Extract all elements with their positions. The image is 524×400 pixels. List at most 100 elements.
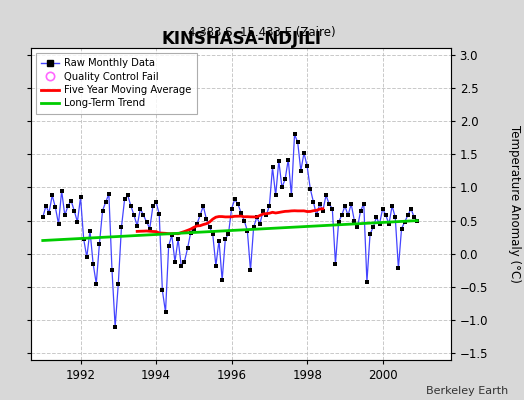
Point [64, 203, 72, 209]
Point [215, 237, 223, 244]
Point [293, 139, 302, 146]
Point [297, 168, 305, 174]
Point [124, 192, 132, 198]
Point [344, 212, 352, 218]
Point [306, 186, 314, 192]
Point [227, 206, 236, 212]
Point [363, 278, 371, 285]
Point [80, 236, 88, 242]
Point [193, 221, 201, 227]
Point [259, 208, 267, 214]
Point [265, 203, 274, 209]
Point [234, 201, 242, 207]
Point [347, 201, 355, 207]
Point [221, 236, 230, 242]
Point [290, 131, 299, 138]
Point [218, 277, 226, 284]
Point [356, 208, 365, 214]
Point [394, 265, 402, 272]
Point [303, 163, 311, 169]
Point [249, 224, 258, 230]
Point [136, 206, 145, 212]
Point [275, 158, 283, 164]
Point [121, 196, 129, 202]
Point [256, 221, 264, 227]
Point [400, 219, 409, 225]
Point [240, 217, 248, 224]
Point [262, 212, 270, 218]
Point [42, 203, 50, 209]
Point [388, 203, 396, 209]
Point [337, 212, 346, 218]
Point [77, 194, 85, 200]
Point [168, 232, 176, 238]
Point [196, 212, 204, 218]
Point [205, 224, 214, 230]
Y-axis label: Temperature Anomaly (°C): Temperature Anomaly (°C) [508, 125, 521, 283]
Point [95, 241, 104, 247]
Point [300, 150, 308, 156]
Point [161, 309, 170, 316]
Point [268, 164, 277, 171]
Point [58, 188, 66, 194]
Point [61, 212, 69, 218]
Point [237, 210, 245, 216]
Point [114, 280, 123, 287]
Point [187, 229, 195, 236]
Point [309, 199, 318, 205]
Point [372, 214, 380, 220]
Point [146, 225, 154, 232]
Point [391, 214, 399, 220]
Point [54, 221, 63, 227]
Point [149, 203, 157, 209]
Point [369, 224, 377, 230]
Point [385, 221, 393, 227]
Point [48, 192, 57, 198]
Point [152, 199, 160, 205]
Point [202, 216, 211, 222]
Point [102, 199, 110, 205]
Point [281, 176, 289, 183]
Point [403, 212, 412, 218]
Point [325, 201, 333, 207]
Point [359, 201, 368, 207]
Point [407, 206, 415, 212]
Point [105, 191, 113, 197]
Point [271, 192, 280, 198]
Point [413, 217, 421, 224]
Point [331, 260, 340, 267]
Point [378, 206, 387, 212]
Text: 4.383 S, 15.433 E (Zaire): 4.383 S, 15.433 E (Zaire) [188, 26, 336, 39]
Point [180, 258, 189, 265]
Point [284, 156, 292, 163]
Point [165, 243, 173, 249]
Point [86, 227, 94, 234]
Point [51, 204, 60, 210]
Point [328, 206, 336, 212]
Point [130, 212, 138, 218]
Legend: Raw Monthly Data, Quality Control Fail, Five Year Moving Average, Long-Term Tren: Raw Monthly Data, Quality Control Fail, … [37, 53, 197, 114]
Point [243, 227, 252, 234]
Point [67, 198, 75, 204]
Point [183, 245, 192, 252]
Point [111, 324, 119, 330]
Point [209, 231, 217, 237]
Point [139, 212, 148, 218]
Point [341, 203, 349, 209]
Point [39, 214, 47, 220]
Point [224, 231, 233, 237]
Point [133, 223, 141, 229]
Point [397, 225, 406, 232]
Point [99, 208, 107, 214]
Point [334, 219, 343, 225]
Point [108, 267, 116, 274]
Point [117, 224, 126, 230]
Point [174, 236, 182, 242]
Point [312, 212, 321, 218]
Point [410, 214, 418, 220]
Point [375, 221, 384, 227]
Point [350, 217, 358, 224]
Point [127, 203, 135, 209]
Point [45, 210, 53, 216]
Point [366, 231, 374, 237]
